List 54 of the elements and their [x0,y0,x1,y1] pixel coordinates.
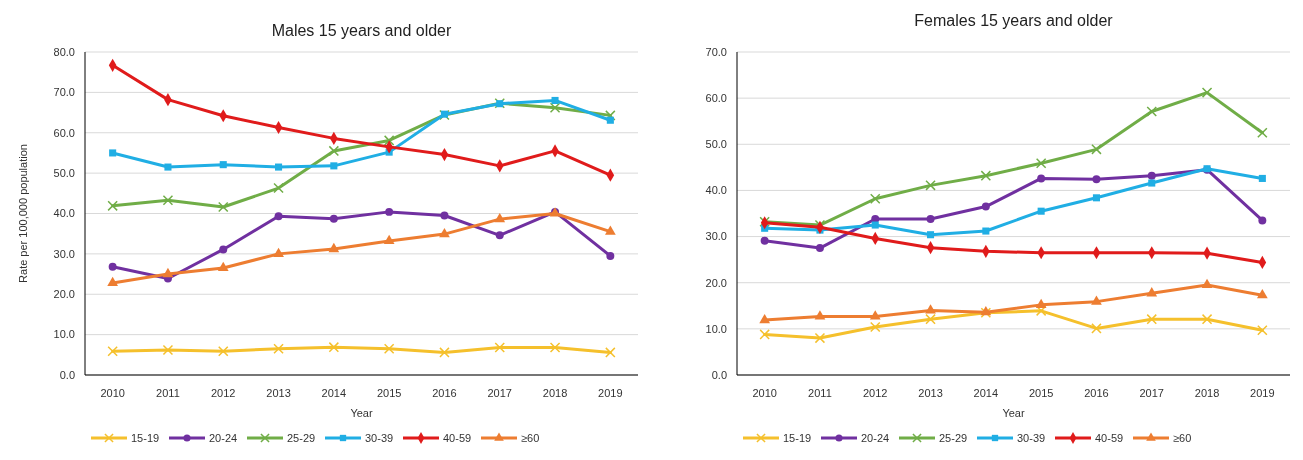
legend-label: 20-24 [861,431,890,444]
x-tick-label: 2016 [1084,387,1109,399]
x-tick-label: 2018 [542,387,568,399]
x-tick-label: 2013 [266,387,291,399]
y-axis-title: Rate per 100,000 population [17,144,29,283]
legend-label: 15-19 [783,431,812,444]
legend-label: 40-59 [1095,431,1124,444]
y-tick-label: 60.0 [53,126,75,139]
y-tick-label: 10.0 [705,322,727,335]
legend-label: ≥60 [521,431,540,444]
y-tick-label: 30.0 [705,230,727,243]
y-tick-label: 0.0 [711,368,727,381]
x-tick-label: 2010 [100,387,125,399]
y-tick-label: 50.0 [53,166,75,179]
y-tick-label: 70.0 [53,86,75,99]
legend-label: ≥60 [1173,431,1192,444]
x-tick-label: 2019 [598,387,623,399]
y-tick-label: 50.0 [705,138,727,151]
legend-label: 30-39 [365,431,394,444]
y-tick-label: 40.0 [705,184,727,197]
x-tick-label: 2010 [752,387,777,399]
chart-title: Males 15 years and older [271,22,452,39]
x-tick-label: 2012 [211,387,236,399]
y-tick-label: 20.0 [705,276,727,289]
x-tick-label: 2014 [973,387,999,399]
x-axis-title: Year [350,407,373,419]
y-tick-label: 10.0 [53,328,75,341]
x-tick-label: 2013 [918,387,943,399]
chart-title: Females 15 years and older [914,12,1114,29]
x-tick-label: 2015 [376,387,402,399]
x-tick-label: 2019 [1250,387,1275,399]
x-tick-label: 2018 [1194,387,1220,399]
x-tick-label: 2017 [487,387,512,399]
x-tick-label: 2011 [156,387,180,399]
legend-label: 25-29 [287,431,316,444]
y-tick-label: 70.0 [705,45,727,58]
y-tick-label: 80.0 [53,45,75,58]
y-tick-label: 20.0 [53,288,75,301]
legend-label: 25-29 [939,431,968,444]
y-tick-label: 40.0 [53,207,75,220]
y-tick-label: 60.0 [705,91,727,104]
x-tick-label: 2017 [1139,387,1164,399]
legend-label: 15-19 [131,431,160,444]
x-tick-label: 2015 [1028,387,1054,399]
y-tick-label: 0.0 [59,368,75,381]
x-tick-label: 2016 [432,387,457,399]
x-tick-label: 2011 [808,387,832,399]
legend-label: 30-39 [1017,431,1046,444]
x-tick-label: 2014 [321,387,347,399]
x-tick-label: 2012 [863,387,888,399]
x-axis-title: Year [1002,407,1025,419]
legend-label: 40-59 [443,431,472,444]
legend-label: 20-24 [209,431,238,444]
y-tick-label: 30.0 [53,247,75,260]
